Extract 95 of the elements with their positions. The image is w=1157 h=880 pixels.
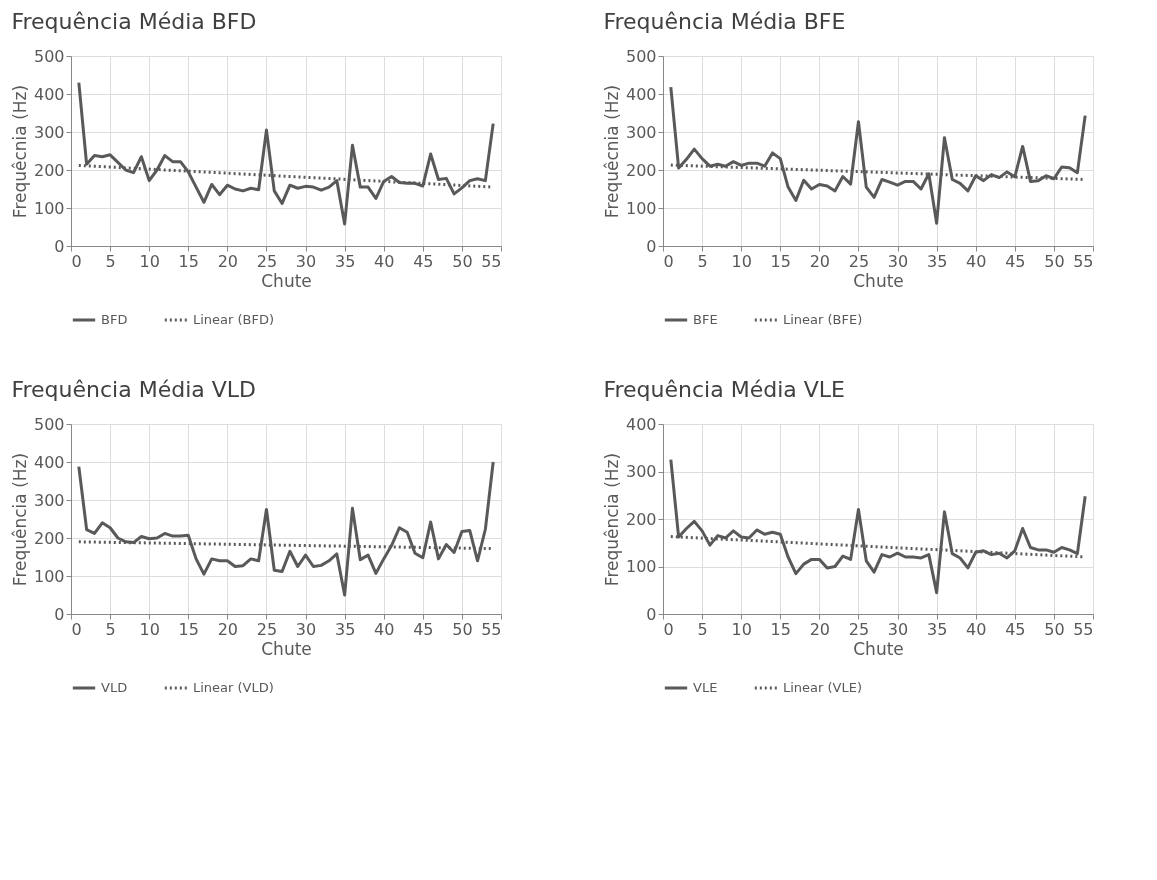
x-tick-label: 30 <box>295 619 317 639</box>
y-tick-label: 200 <box>33 528 65 548</box>
y-tick-label: 200 <box>625 509 657 529</box>
x-tick-label: 25 <box>256 619 278 639</box>
legend-label: BFD <box>101 312 128 327</box>
x-tick-label: 10 <box>731 619 752 639</box>
x-tick-label: 55 <box>481 619 502 639</box>
x-tick-label: 45 <box>413 251 434 271</box>
x-tick-label: 40 <box>966 619 987 639</box>
y-tick-label: 300 <box>625 122 657 142</box>
x-tick-label: 45 <box>1005 251 1026 271</box>
x-axis-title: Chute <box>261 270 312 291</box>
line-series <box>77 460 495 597</box>
y-tick-label: 300 <box>33 122 65 142</box>
y-tick-label: 200 <box>33 160 65 180</box>
x-tick-label: 35 <box>334 619 356 639</box>
x-tick-label: 5 <box>105 251 116 271</box>
y-axis-title: Frequência (Hz) <box>9 452 30 587</box>
x-tick-label: 15 <box>178 619 199 639</box>
legend-label: Linear (BFD) <box>193 312 275 327</box>
x-tick-label: 45 <box>1005 619 1026 639</box>
x-tick-label: 25 <box>256 251 278 271</box>
x-tick-label: 20 <box>809 251 831 271</box>
x-tick-label: 10 <box>731 251 752 271</box>
x-tick-label: 10 <box>139 619 160 639</box>
x-tick-label: 30 <box>295 251 317 271</box>
x-tick-label: 5 <box>105 619 116 639</box>
x-tick-label: 20 <box>217 619 239 639</box>
x-tick-label: 25 <box>848 251 870 271</box>
legend-label: Linear (VLD) <box>193 680 274 695</box>
y-tick-label: 200 <box>625 160 657 180</box>
chart-title: Frequência Média VLD <box>11 377 257 402</box>
chart-title: Frequência Média BFE <box>603 9 846 34</box>
x-tick-label: 5 <box>697 619 708 639</box>
x-tick-label: 0 <box>663 251 674 271</box>
x-tick-label: 25 <box>848 619 870 639</box>
y-axis-title: Frequêcnia (Hz) <box>601 84 622 219</box>
x-tick-label: 50 <box>452 251 473 271</box>
legend-label: Linear (BFE) <box>783 312 863 327</box>
chart-title: Frequência Média BFD <box>11 9 257 34</box>
x-tick-label: 30 <box>887 619 909 639</box>
x-tick-label: 40 <box>374 619 395 639</box>
x-tick-label: 15 <box>770 619 791 639</box>
y-tick-label: 100 <box>33 566 65 586</box>
line-series <box>669 85 1087 225</box>
y-axis-title: Frequêcnia (Hz) <box>9 84 30 219</box>
line-series <box>669 458 1087 595</box>
x-tick-label: 0 <box>71 251 82 271</box>
line-series <box>77 81 495 226</box>
x-tick-label: 50 <box>1044 619 1065 639</box>
y-axis-title: Frequência (Hz) <box>601 452 622 587</box>
x-tick-label: 0 <box>71 619 82 639</box>
x-axis-title: Chute <box>853 638 904 659</box>
x-tick-label: 55 <box>1073 251 1094 271</box>
x-tick-label: 35 <box>334 251 356 271</box>
x-axis-title: Chute <box>853 270 904 291</box>
x-axis-title: Chute <box>261 638 312 659</box>
y-tick-label: 0 <box>646 236 657 256</box>
chart-title: Frequência Média VLE <box>603 377 845 402</box>
legend-label: VLE <box>693 680 718 695</box>
y-tick-label: 400 <box>33 84 65 104</box>
x-tick-label: 30 <box>887 251 909 271</box>
x-tick-label: 40 <box>374 251 395 271</box>
x-tick-label: 5 <box>697 251 708 271</box>
y-tick-label: 300 <box>625 462 657 481</box>
y-tick-label: 0 <box>54 604 65 624</box>
x-tick-label: 35 <box>926 619 948 639</box>
legend-label: BFE <box>693 312 718 327</box>
y-tick-label: 300 <box>33 490 65 510</box>
y-tick-label: 400 <box>625 414 657 434</box>
y-tick-label: 500 <box>33 414 65 434</box>
x-tick-label: 10 <box>139 251 160 271</box>
x-tick-label: 50 <box>1044 251 1065 271</box>
x-tick-label: 35 <box>926 251 948 271</box>
y-tick-label: 100 <box>625 198 657 218</box>
legend-label: Linear (VLE) <box>783 680 863 695</box>
x-tick-label: 15 <box>178 251 199 271</box>
x-tick-label: 20 <box>217 251 239 271</box>
x-tick-label: 20 <box>809 619 831 639</box>
y-tick-label: 500 <box>33 46 65 66</box>
y-tick-label: 0 <box>646 604 657 624</box>
legend-label: VLD <box>101 680 128 695</box>
y-tick-label: 500 <box>625 46 657 66</box>
y-tick-label: 0 <box>54 236 65 256</box>
x-tick-label: 50 <box>452 619 473 639</box>
x-tick-label: 45 <box>413 619 434 639</box>
x-tick-label: 15 <box>770 251 791 271</box>
y-tick-label: 400 <box>625 84 657 104</box>
x-tick-label: 55 <box>481 251 502 271</box>
y-tick-label: 400 <box>33 452 65 472</box>
x-tick-label: 40 <box>966 251 987 271</box>
y-tick-label: 100 <box>33 198 65 218</box>
x-tick-label: 55 <box>1073 619 1094 639</box>
y-tick-label: 100 <box>625 557 657 576</box>
x-tick-label: 0 <box>663 619 674 639</box>
